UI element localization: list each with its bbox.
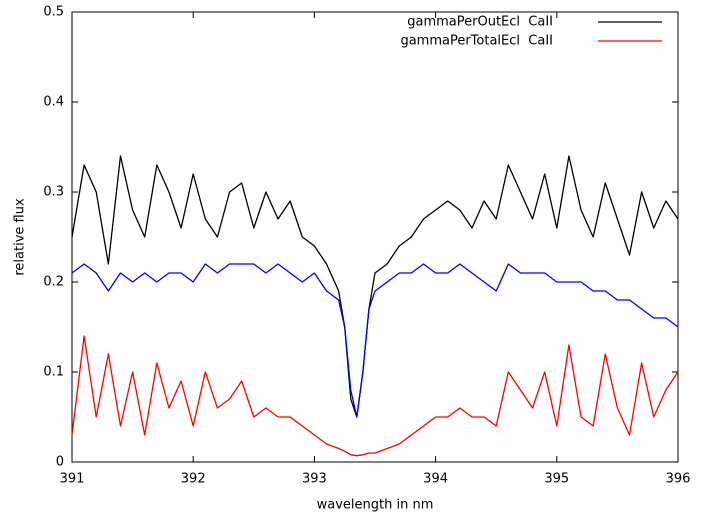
x-tick-label: 392 <box>181 472 206 487</box>
x-tick-label: 394 <box>423 472 448 487</box>
y-tick-label: 0.2 <box>43 275 64 290</box>
legend-label: gammaPerTotalEcl CaII <box>400 34 553 49</box>
series-line <box>71 263 679 418</box>
y-tick-label: 0.1 <box>43 365 64 380</box>
y-tick-label: 0 <box>56 455 64 470</box>
legend-label: gammaPerOutEcl CaII <box>407 15 553 30</box>
plot-frame <box>71 11 679 463</box>
x-axis-label: wavelength in nm <box>317 498 434 513</box>
y-axis-label: relative flux <box>13 198 28 276</box>
x-tick-label: 396 <box>666 472 691 487</box>
x-tick-label: 395 <box>544 472 569 487</box>
x-tick-label: 393 <box>302 472 327 487</box>
y-tick-label: 0.4 <box>43 95 64 110</box>
y-tick-label: 0.3 <box>43 185 64 200</box>
x-tick-label: 391 <box>60 472 85 487</box>
series-line <box>71 335 679 457</box>
y-tick-label: 0.5 <box>43 5 64 20</box>
